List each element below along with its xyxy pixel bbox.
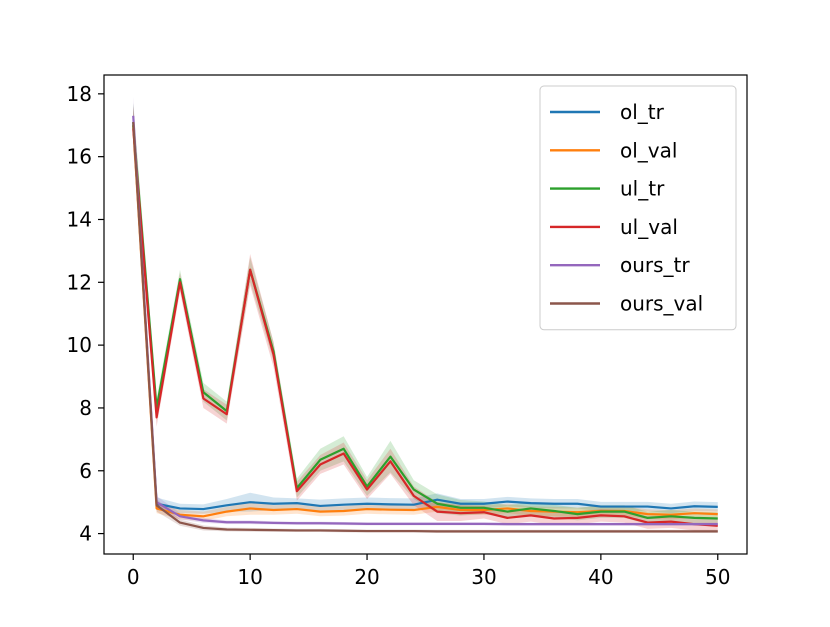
legend: ol_tr ol_val ul_tr ul_val ours_tr ours_val: [539, 85, 737, 331]
y-tick-label: 18: [67, 82, 92, 106]
y-tick-label: 4: [79, 522, 92, 546]
y-tick-label: 10: [67, 333, 92, 357]
plot-area-frame: [103, 74, 748, 555]
legend-label: ours_tr: [620, 253, 690, 277]
legend-label: ol_val: [620, 138, 677, 162]
legend-box: [539, 85, 737, 331]
x-axis-ticks: 0 10 20 30 40 50: [127, 554, 730, 589]
y-axis-ticks: 4 6 8 10 12 14 16 18: [67, 82, 104, 546]
x-tick-label: 0: [127, 565, 140, 589]
series-lines: [132, 115, 718, 533]
y-tick-label: 12: [67, 270, 92, 294]
y-tick-label: 14: [67, 207, 92, 231]
series-line-ul-val: [132, 128, 718, 527]
legend-label: ol_tr: [620, 100, 665, 124]
x-tick-label: 40: [588, 565, 613, 589]
y-tick-label: 8: [79, 396, 92, 420]
legend-label: ours_val: [620, 292, 703, 316]
legend-label: ul_tr: [620, 177, 665, 201]
y-tick-label: 6: [79, 459, 92, 483]
y-tick-label: 16: [67, 145, 92, 169]
series-line-ours-val: [132, 122, 718, 533]
x-tick-label: 50: [705, 565, 730, 589]
x-tick-label: 30: [471, 565, 496, 589]
legend-label: ul_val: [620, 215, 678, 239]
series-line-ours-tr: [132, 115, 718, 526]
x-tick-label: 20: [354, 565, 379, 589]
x-tick-label: 10: [237, 565, 262, 589]
series-line-ol-tr: [132, 122, 718, 511]
